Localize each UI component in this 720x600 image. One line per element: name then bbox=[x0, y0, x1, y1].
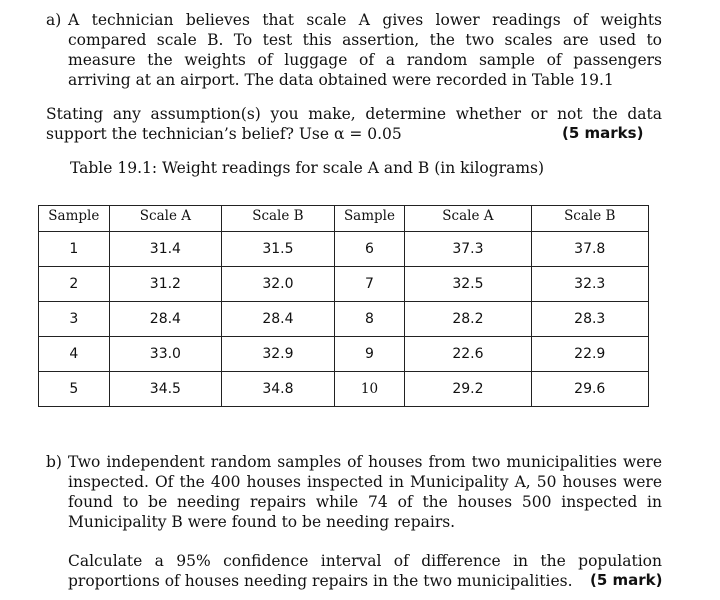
table-cell: 29.6 bbox=[530, 371, 650, 407]
part-a: a) A technician believes that scale A gi… bbox=[46, 10, 662, 90]
part-a-text: A technician believes that scale A gives… bbox=[68, 11, 662, 89]
part-a-question-block: Stating any assumption(s) you make, dete… bbox=[46, 104, 662, 144]
table-cell: 32.0 bbox=[221, 266, 335, 302]
table-row: 4 33.0 32.9 9 22.6 22.9 bbox=[38, 336, 650, 372]
table-cell: 4 bbox=[38, 336, 110, 372]
part-b-label: b) bbox=[46, 453, 62, 471]
table-header: Scale B bbox=[221, 205, 335, 232]
table-cell: 33.0 bbox=[108, 336, 223, 372]
table-cell: 5 bbox=[38, 371, 110, 407]
table-cell: 34.8 bbox=[221, 371, 335, 407]
table-cell: 31.4 bbox=[108, 231, 223, 267]
table-cell: 3 bbox=[38, 301, 110, 337]
table-cell: 22.9 bbox=[530, 336, 650, 372]
table-cell: 8 bbox=[333, 301, 406, 337]
table-cell: 29.2 bbox=[404, 371, 532, 407]
table-header: Sample bbox=[333, 205, 406, 232]
table-header: Sample bbox=[38, 205, 110, 232]
table-cell: 32.3 bbox=[530, 266, 650, 302]
table-cell: 28.2 bbox=[404, 301, 532, 337]
table-cell: 31.5 bbox=[221, 231, 335, 267]
table-row: 3 28.4 28.4 8 28.2 28.3 bbox=[38, 301, 650, 337]
table-row: 5 34.5 34.8 10 29.2 29.6 bbox=[38, 371, 650, 407]
table-row: 2 31.2 32.0 7 32.5 32.3 bbox=[38, 266, 650, 302]
table-cell: 22.6 bbox=[404, 336, 532, 372]
table-cell: 28.4 bbox=[108, 301, 223, 337]
part-b-question-block: Calculate a 95% confidence interval of d… bbox=[68, 551, 662, 591]
table-cell: 37.3 bbox=[404, 231, 532, 267]
table-row: 1 31.4 31.5 6 37.3 37.8 bbox=[38, 231, 650, 267]
table-cell: 28.4 bbox=[221, 301, 335, 337]
table-header: Scale B bbox=[530, 205, 650, 232]
part-a-marks: (5 marks) bbox=[562, 124, 644, 142]
table-cell: 6 bbox=[333, 231, 406, 267]
table-cell: 32.5 bbox=[404, 266, 532, 302]
table-header: Scale A bbox=[404, 205, 532, 232]
part-a-label: a) bbox=[46, 11, 62, 29]
table-cell: 7 bbox=[333, 266, 406, 302]
table-caption: Table 19.1: Weight readings for scale A … bbox=[70, 159, 545, 177]
table-cell: 34.5 bbox=[108, 371, 223, 407]
part-b-text: Two independent random samples of houses… bbox=[68, 453, 662, 531]
table-cell: 32.9 bbox=[221, 336, 335, 372]
table-cell: 10 bbox=[333, 371, 406, 407]
table-cell: 2 bbox=[38, 266, 110, 302]
table-cell: 9 bbox=[333, 336, 406, 372]
weight-table: Sample Scale A Scale B Sample Scale A Sc… bbox=[38, 205, 650, 407]
part-a-question: Stating any assumption(s) you make, dete… bbox=[46, 105, 662, 143]
table-header-row: Sample Scale A Scale B Sample Scale A Sc… bbox=[38, 205, 650, 232]
table-header: Scale A bbox=[108, 205, 223, 232]
part-b-marks: (5 mark) bbox=[590, 571, 663, 589]
part-b: b) Two independent random samples of hou… bbox=[46, 452, 662, 532]
table-cell: 28.3 bbox=[530, 301, 650, 337]
table-cell: 1 bbox=[38, 231, 110, 267]
table-cell: 37.8 bbox=[530, 231, 650, 267]
part-b-question: Calculate a 95% confidence interval of d… bbox=[68, 552, 662, 590]
table-cell: 31.2 bbox=[108, 266, 223, 302]
